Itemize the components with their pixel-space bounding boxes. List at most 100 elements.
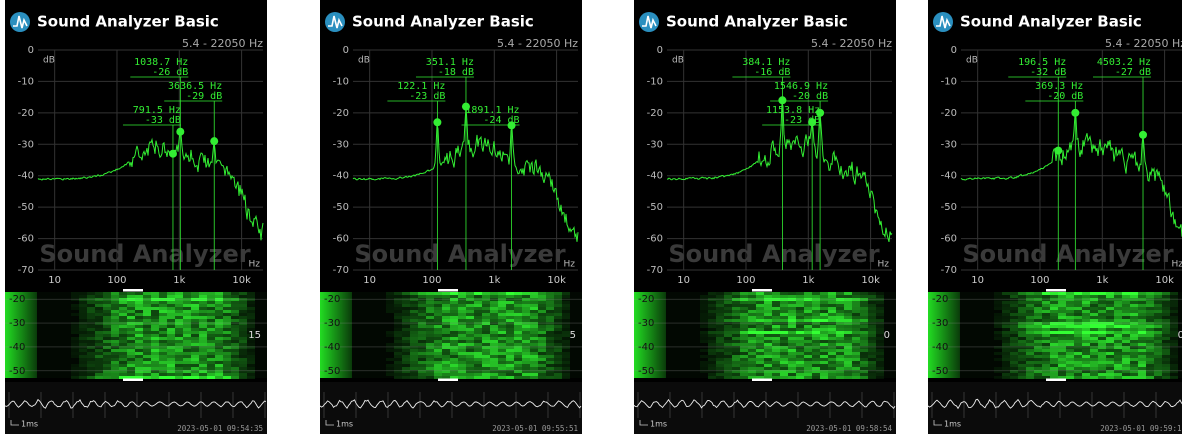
spectrogram-cell xyxy=(95,361,103,364)
spectrogram-cell xyxy=(175,334,183,337)
spectrogram-cell xyxy=(1122,322,1130,325)
spectrogram-cell xyxy=(804,376,812,379)
spectrogram-cell xyxy=(87,310,95,313)
spectrogram-cell xyxy=(418,310,426,313)
spectrogram-cell xyxy=(1114,352,1122,355)
spectrogram-cell xyxy=(426,295,434,298)
spectrogram-cell xyxy=(450,337,458,340)
spectrogram-cell xyxy=(562,319,570,322)
spectrogram-cell xyxy=(402,307,410,310)
spectrogram-cell xyxy=(788,310,796,313)
spectrogram-cell xyxy=(764,328,772,331)
spectrogram-cell xyxy=(247,334,255,337)
spectrogram-cell xyxy=(994,367,1002,370)
spectrogram-cell xyxy=(1026,340,1034,343)
spectrogram-cell xyxy=(239,295,247,298)
spectrogram-cell xyxy=(434,310,442,313)
spectrogram-cell xyxy=(418,304,426,307)
spectrogram-cell xyxy=(724,316,732,319)
spectrogram-cell xyxy=(514,316,522,319)
spectrogram-cell xyxy=(1114,367,1122,370)
spectrogram-cell xyxy=(828,307,836,310)
spectrogram-cell xyxy=(135,295,143,298)
spectrogram-cell xyxy=(828,328,836,331)
spectrogram-cell xyxy=(159,352,167,355)
spectrogram-cell xyxy=(410,301,418,304)
spectrogram-cell xyxy=(868,313,876,316)
spectrogram-cell xyxy=(175,331,183,334)
spectrogram-cell xyxy=(442,307,450,310)
spectrogram-cell xyxy=(844,346,852,349)
spectrogram-cell xyxy=(231,307,239,310)
spectrogram-cell xyxy=(199,361,207,364)
spectrogram-cell xyxy=(1034,361,1042,364)
spectrogram-cell xyxy=(1106,316,1114,319)
spectrogram-cell xyxy=(426,301,434,304)
spectrogram-cell xyxy=(708,370,716,373)
spectrogram-cell xyxy=(207,355,215,358)
spectrogram-cell xyxy=(836,298,844,301)
spectrogram-cell xyxy=(1010,310,1018,313)
spectrogram-cell xyxy=(87,361,95,364)
spectrogram-cell xyxy=(828,355,836,358)
spectrogram-cell xyxy=(764,298,772,301)
spectrogram-cell xyxy=(239,304,247,307)
spectrogram-cell xyxy=(1138,310,1146,313)
scroll-handle-top xyxy=(1046,289,1066,292)
spectrogram-cell xyxy=(402,340,410,343)
spectrogram-cell xyxy=(474,349,482,352)
spectrogram-cell xyxy=(708,319,716,322)
spectrogram-cell xyxy=(1162,367,1170,370)
spectrogram-cell xyxy=(1002,319,1010,322)
spectrogram-cell xyxy=(474,346,482,349)
spectrogram-cell xyxy=(1058,301,1066,304)
spectrogram-cell xyxy=(199,373,207,376)
spectrogram-cell xyxy=(450,343,458,346)
spectrogram-cell xyxy=(223,331,231,334)
spectrogram-cell xyxy=(127,313,135,316)
spectrogram-cell xyxy=(772,361,780,364)
spectrogram-cell xyxy=(1114,364,1122,367)
spectrogram-cell xyxy=(740,343,748,346)
spectrogram-cell xyxy=(1034,307,1042,310)
spectrogram-cell xyxy=(716,304,724,307)
spectrogram-cell xyxy=(506,334,514,337)
spectrogram-cell xyxy=(554,364,562,367)
spectrogram-cell xyxy=(418,364,426,367)
spectrogram-cell xyxy=(167,316,175,319)
spectrogram-cell xyxy=(1002,352,1010,355)
spectrogram-cell xyxy=(554,337,562,340)
spectrogram-cell xyxy=(554,352,562,355)
spectrogram-cell xyxy=(103,352,111,355)
spectrogram-cell xyxy=(788,376,796,379)
spectrogram-cell xyxy=(1122,298,1130,301)
spectrogram-cell xyxy=(474,358,482,361)
spectrogram-cell xyxy=(498,370,506,373)
peak-level: -23 dB xyxy=(784,115,820,126)
spectrogram-cell xyxy=(1154,319,1162,322)
spectrogram-cell xyxy=(724,334,732,337)
spectrogram-cell xyxy=(215,298,223,301)
spectrogram-cell xyxy=(530,310,538,313)
spectrogram-cell xyxy=(386,343,394,346)
spectrogram-cell xyxy=(1042,364,1050,367)
spectrogram-cell xyxy=(490,328,498,331)
spectrogram-cell xyxy=(756,334,764,337)
spectrogram-cell xyxy=(490,361,498,364)
spectrogram-cell xyxy=(740,301,748,304)
spectrogram-cell xyxy=(1002,322,1010,325)
spectrogram-cell xyxy=(530,367,538,370)
spectrogram-cell xyxy=(1050,346,1058,349)
spectrogram-cell xyxy=(1082,346,1090,349)
spectrogram-cell xyxy=(175,316,183,319)
spectrogram-cell xyxy=(167,304,175,307)
y-tick-label: -70 xyxy=(333,265,349,276)
spectrogram-cell xyxy=(1018,367,1026,370)
spectrogram-cell xyxy=(450,340,458,343)
spectrogram-cell xyxy=(1002,328,1010,331)
spectrogram-cell xyxy=(804,301,812,304)
spectrogram-cell xyxy=(1146,304,1154,307)
spectrogram-cell xyxy=(796,301,804,304)
spectrogram-cell xyxy=(1114,376,1122,379)
